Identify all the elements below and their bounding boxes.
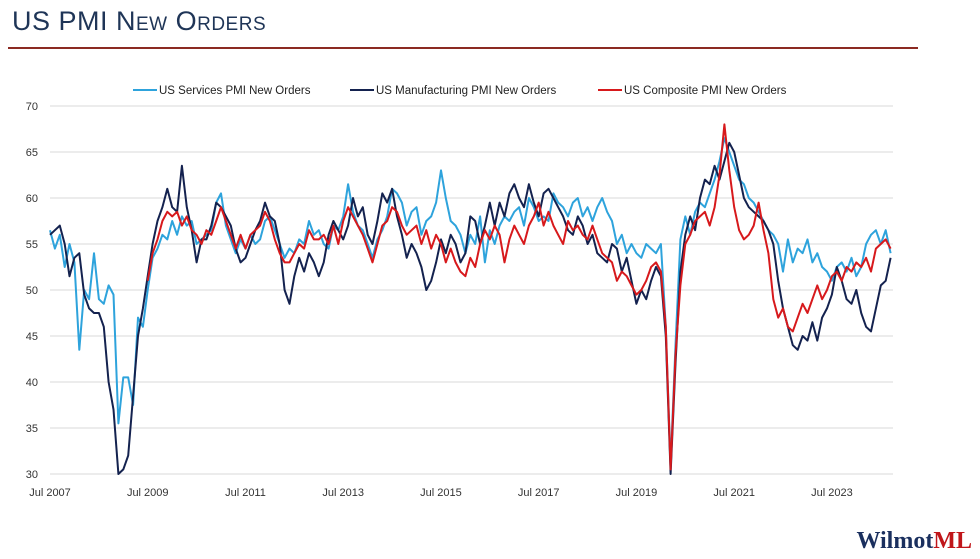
x-tick-label: Jul 2007 xyxy=(29,487,71,499)
x-tick-label: Jul 2013 xyxy=(322,487,364,499)
y-tick-label: 60 xyxy=(26,193,38,205)
legend-label: US Manufacturing PMI New Orders xyxy=(376,85,556,97)
x-tick-label: Jul 2015 xyxy=(420,487,462,499)
series-line-0 xyxy=(49,137,892,466)
y-tick-label: 40 xyxy=(26,377,38,389)
x-tick-label: Jul 2023 xyxy=(811,487,853,499)
y-tick-label: 30 xyxy=(26,469,38,481)
line-chart: US Services PMI New Orders US Manufacturi… xyxy=(26,85,893,499)
x-tick-label: Jul 2011 xyxy=(225,487,266,499)
series-line-2 xyxy=(146,123,892,471)
legend-item-0: US Services PMI New Orders xyxy=(133,85,311,97)
title-divider xyxy=(8,47,918,49)
x-tick-label: Jul 2009 xyxy=(127,487,169,499)
chart-gridlines xyxy=(50,105,893,475)
x-tick-label: Jul 2019 xyxy=(616,487,658,499)
legend-item-2: US Composite PMI New Orders xyxy=(598,85,787,97)
y-tick-label: 55 xyxy=(26,239,38,251)
y-tick-label: 65 xyxy=(26,147,38,159)
x-tick-label: Jul 2021 xyxy=(713,487,755,499)
y-tick-label: 45 xyxy=(26,331,38,343)
wilmotml-logo: WilmotML xyxy=(856,528,972,554)
x-tick-label: Jul 2017 xyxy=(518,487,560,499)
y-tick-label: 35 xyxy=(26,423,38,435)
page-title: US PMI New Orders xyxy=(12,6,267,36)
y-tick-label: 50 xyxy=(26,285,38,297)
legend-label: US Services PMI New Orders xyxy=(159,85,311,97)
legend-item-1: US Manufacturing PMI New Orders xyxy=(350,85,556,97)
legend-label: US Composite PMI New Orders xyxy=(624,85,787,97)
chart-legend: US Services PMI New Orders US Manufacturi… xyxy=(133,85,787,97)
series-line-1 xyxy=(49,141,892,475)
x-axis-tick-labels: Jul 2007 Jul 2009 Jul 2011 Jul 2013 Jul 2015… xyxy=(29,487,853,499)
y-tick-label: 70 xyxy=(26,101,38,113)
chart-series xyxy=(49,123,892,475)
y-axis-tick-labels: 30 35 40 45 50 55 60 65 70 xyxy=(26,101,38,481)
